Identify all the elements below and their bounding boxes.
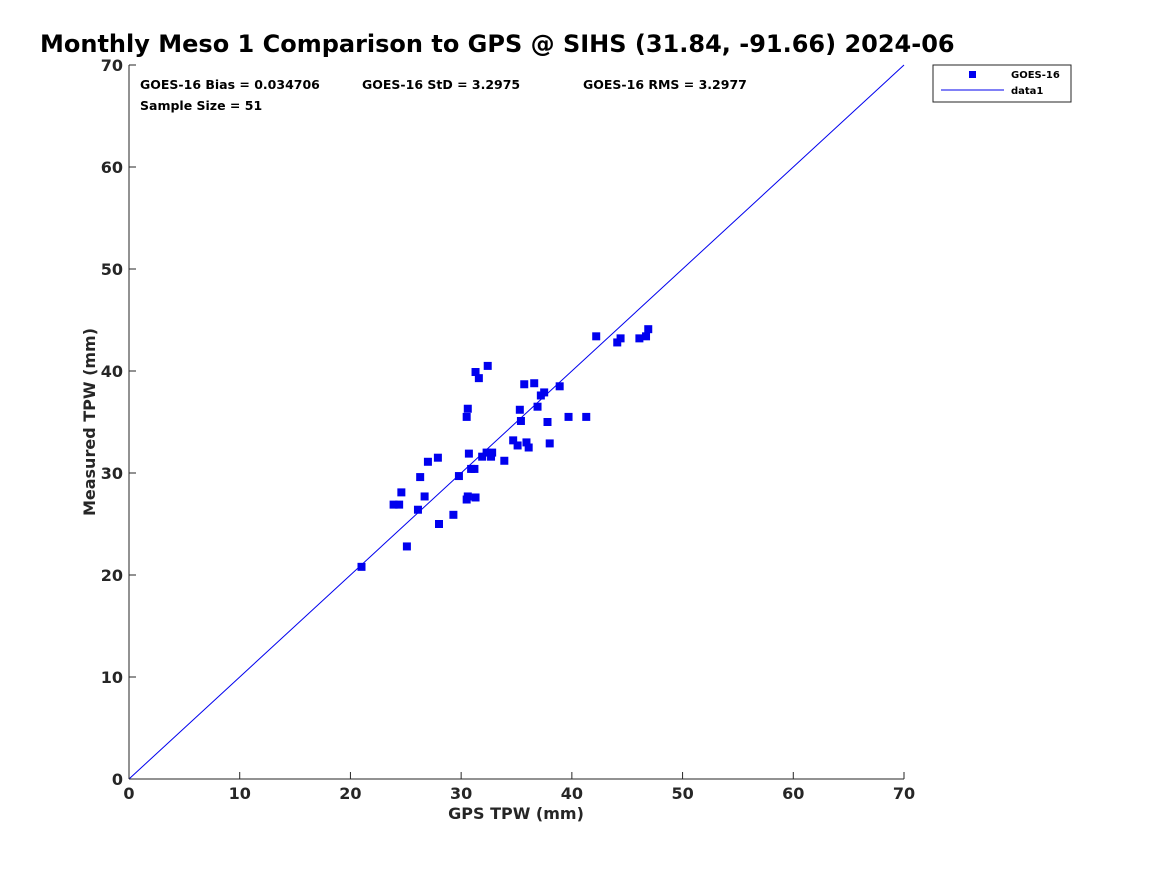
stat-rms: GOES-16 RMS = 3.2977 [583, 77, 747, 92]
y-tick-label: 0 [112, 770, 123, 789]
scatter-point [616, 334, 625, 343]
series-layer [128, 64, 905, 780]
scatter-point [397, 488, 406, 497]
scatter-point [470, 464, 479, 473]
legend-label-data1: data1 [1011, 86, 1043, 97]
y-tick-label: 50 [101, 260, 123, 279]
scatter-point [582, 412, 591, 421]
scatter-point [516, 416, 525, 425]
scatter-point [471, 368, 480, 377]
scatter-point [449, 510, 458, 519]
scatter-point [487, 452, 496, 461]
scatter-point [543, 418, 552, 426]
y-ticks: 0 10 20 30 40 50 60 70 [101, 56, 136, 789]
scatter-point [482, 448, 491, 457]
y-tick-label: 70 [101, 56, 123, 75]
x-tick-label: 40 [561, 784, 583, 803]
x-tick-label: 60 [782, 784, 804, 803]
legend-box [932, 64, 1072, 103]
scatter-point [488, 448, 497, 457]
scatter-point [530, 379, 539, 388]
chart-title: Monthly Meso 1 Comparison to GPS @ SIHS … [40, 30, 955, 58]
scatter-point [416, 473, 425, 482]
scatter-point [644, 325, 653, 334]
scatter-point [463, 492, 472, 501]
scatter-point [613, 338, 622, 347]
scatter-point [524, 443, 533, 452]
scatter-point [471, 493, 480, 502]
reference-line-data1 [128, 64, 905, 780]
x-tick-label: 70 [893, 784, 915, 803]
scatter-point [423, 457, 432, 466]
scatter-point [520, 380, 529, 389]
y-axis-label: Measured TPW (mm) [80, 328, 99, 516]
x-tick-label: 20 [339, 784, 361, 803]
y-tick-label: 30 [101, 464, 123, 483]
scatter-point [435, 520, 443, 528]
scatter-point [635, 334, 644, 343]
x-tick-label: 10 [229, 784, 251, 803]
scatter-point [500, 456, 509, 465]
scatter-point [540, 388, 549, 397]
scatter-point [564, 412, 573, 421]
x-tick-label: 0 [123, 784, 134, 803]
y-tick-label: 10 [101, 668, 123, 687]
scatter-point [545, 439, 554, 448]
scatter-point [533, 402, 542, 411]
scatter-point [413, 505, 422, 514]
scatter-point [402, 542, 411, 551]
x-tick-label: 30 [450, 784, 472, 803]
legend-label-goes16: GOES-16 [1011, 70, 1060, 81]
scatter-point [474, 374, 483, 383]
scatter-point [433, 453, 442, 462]
scatter-point [483, 361, 492, 370]
stats-annotations: GOES-16 Bias = 0.034706 GOES-16 StD = 3.… [140, 77, 747, 113]
scatter-point [515, 405, 524, 414]
stat-std: GOES-16 StD = 3.2975 [362, 77, 520, 92]
y-tick-label: 20 [101, 566, 123, 585]
y-tick-label: 40 [101, 362, 123, 381]
scatter-point [642, 332, 651, 341]
stat-bias: GOES-16 Bias = 0.034706 [140, 77, 320, 92]
scatter-point [357, 562, 366, 571]
scatter-point [420, 492, 429, 501]
scatter-point [513, 441, 522, 450]
scatter-point [522, 438, 531, 447]
scatter-point [478, 452, 487, 461]
stat-sample-size: Sample Size = 51 [140, 98, 262, 113]
x-tick-label: 50 [671, 784, 693, 803]
scatter-point [395, 500, 404, 509]
scatter-point [464, 449, 473, 458]
scatter-point [454, 472, 463, 481]
x-axis-label: GPS TPW (mm) [448, 804, 584, 823]
legend-marker-goes16 [969, 71, 976, 78]
x-ticks: 0 10 20 30 40 50 60 70 [123, 772, 915, 803]
scatter-point [509, 436, 518, 445]
scatter-point [462, 412, 471, 421]
legend: GOES-16 data1 [932, 64, 1072, 103]
y-tick-label: 60 [101, 158, 123, 177]
scatter-point [555, 382, 564, 391]
axes-layer [128, 65, 904, 780]
scatter-point [389, 500, 398, 509]
scatter-point [463, 404, 472, 413]
scatter-point [592, 332, 601, 341]
